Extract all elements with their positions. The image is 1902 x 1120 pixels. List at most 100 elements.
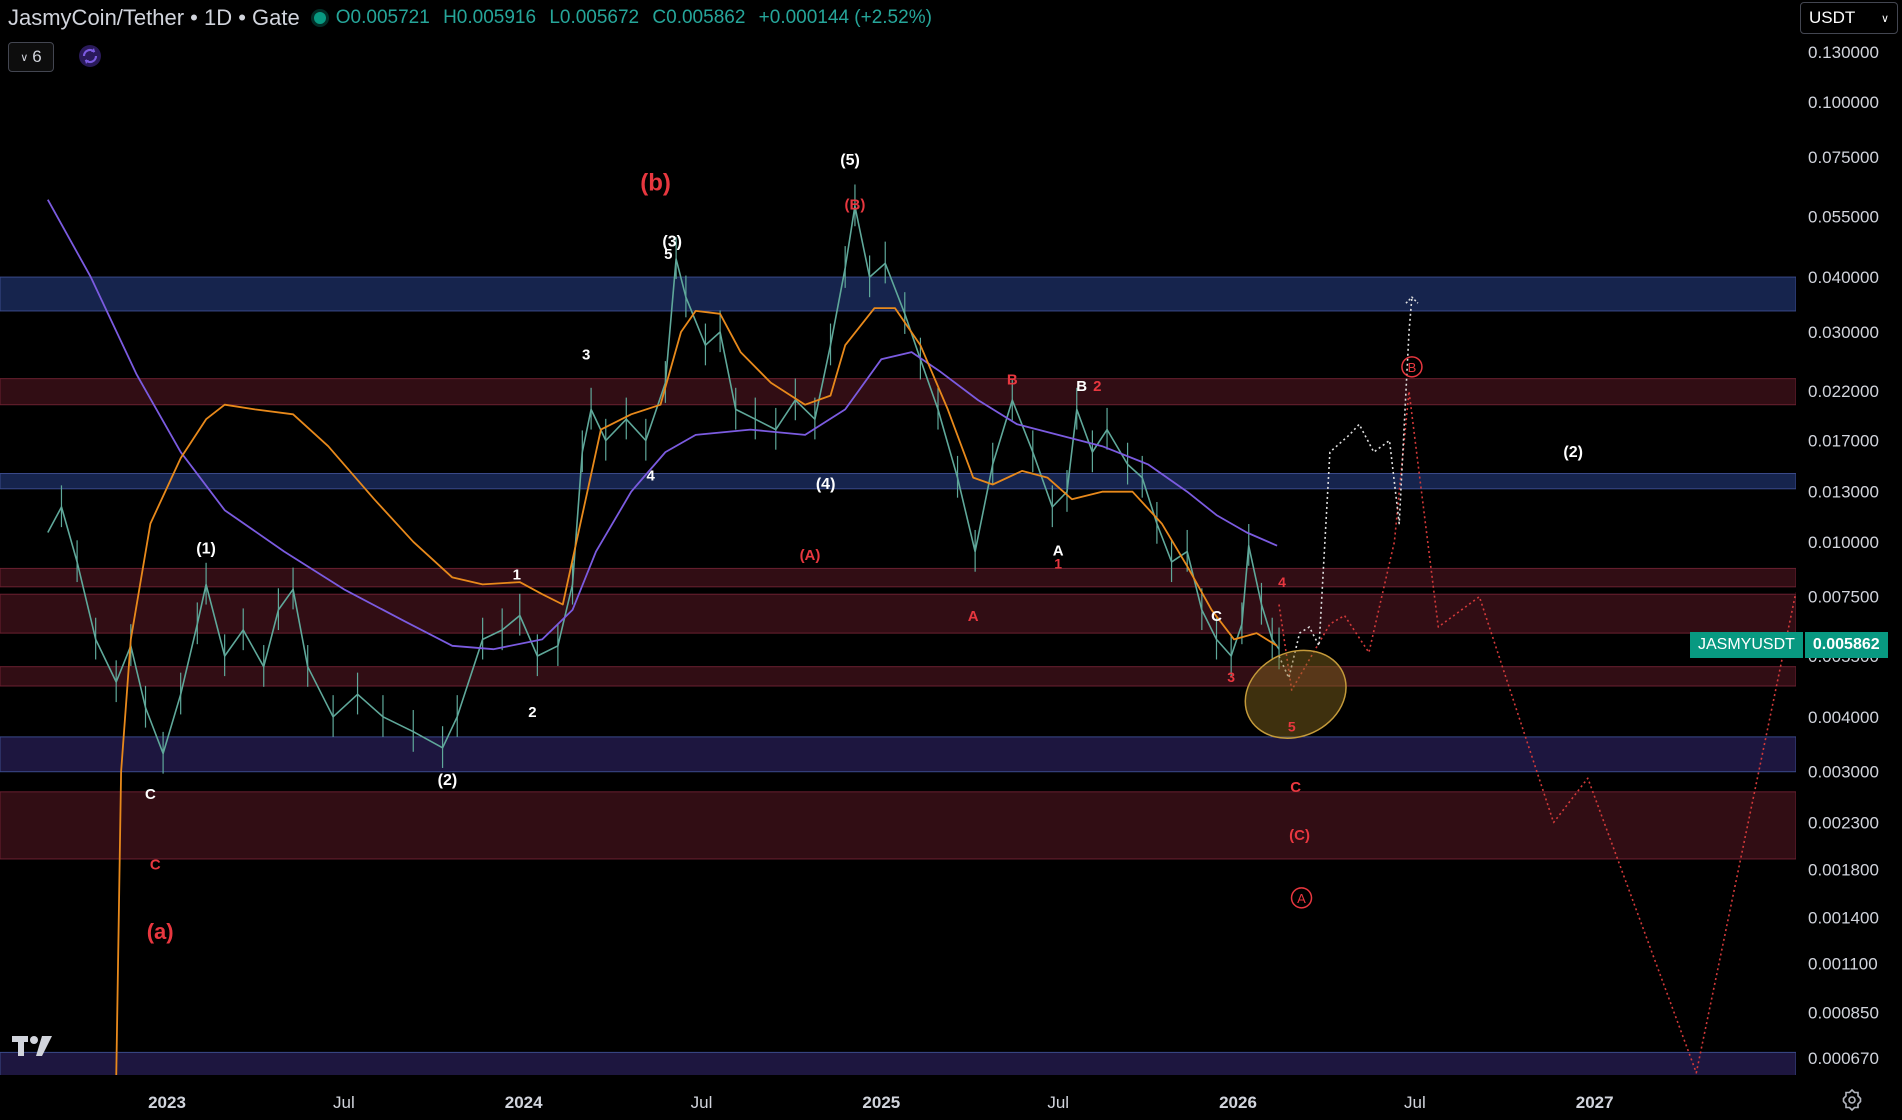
- price-tick-label: 0.000850: [1808, 1004, 1879, 1023]
- wave-label: (4): [816, 476, 836, 493]
- price-tick-label: 0.040000: [1808, 268, 1879, 287]
- chevron-down-icon: ∨: [1880, 12, 1889, 25]
- price-zone: [0, 567, 1797, 588]
- gear-icon[interactable]: [1840, 1088, 1864, 1112]
- wave-label: (C): [1289, 827, 1310, 844]
- currency-label: USDT: [1809, 8, 1856, 27]
- red-projection-path: [1278, 390, 1852, 1074]
- wave-label: (2): [1563, 444, 1583, 461]
- time-tick-label: Jul: [1404, 1093, 1426, 1112]
- price-tick-label: 0.004000: [1808, 708, 1879, 727]
- high-value: H0.005916: [443, 7, 537, 28]
- price-tick-label: 0.001800: [1808, 860, 1879, 879]
- price-zone: [0, 666, 1797, 687]
- wave-label: C: [150, 856, 161, 873]
- tradingview-logo-icon[interactable]: [12, 1034, 60, 1058]
- close-value: C0.005862: [652, 7, 746, 28]
- chevron-down-icon: ∨: [20, 51, 29, 64]
- time-tick-label: 2024: [505, 1093, 543, 1112]
- open-value: O0.005721: [335, 7, 430, 28]
- last-price-tag: JASMYUSDT 0.005862: [1690, 632, 1888, 658]
- last-price-symbol: JASMYUSDT: [1690, 632, 1803, 658]
- fast-moving-average-line: [115, 307, 1278, 1080]
- price-tick-label: 0.002300: [1808, 813, 1879, 832]
- time-tick-label: Jul: [691, 1093, 713, 1112]
- price-zone: [0, 276, 1797, 312]
- wave-label: (a): [147, 919, 174, 944]
- wave-label: 2: [1093, 378, 1101, 395]
- circled-wave-label: A: [1297, 891, 1306, 906]
- price-tick-label: 0.001100: [1808, 954, 1878, 973]
- time-tick-label: 2026: [1219, 1093, 1257, 1112]
- symbol-header: JasmyCoin/Tether • 1D • Gate O0.005721 H…: [8, 4, 940, 32]
- wave-label: A: [968, 608, 979, 625]
- circled-wave-label: B: [1408, 360, 1417, 375]
- time-tick-label: 2023: [148, 1093, 186, 1112]
- sync-icon[interactable]: [78, 44, 102, 68]
- time-tick-label: 2025: [862, 1093, 900, 1112]
- price-zone: [0, 593, 1797, 634]
- support-resistance-zones: [0, 276, 1797, 1087]
- white-projection-path: [1278, 297, 1413, 679]
- price-tick-label: 0.030000: [1808, 323, 1879, 342]
- price-tick-label: 0.007500: [1808, 588, 1879, 607]
- price-zone: [0, 378, 1797, 406]
- wave-label: 5: [1288, 719, 1296, 735]
- wave-label: C: [1211, 608, 1222, 625]
- price-tick-label: 0.003000: [1808, 763, 1879, 782]
- price-tick-label: 0.013000: [1808, 483, 1879, 502]
- price-tick-label: 0.017000: [1808, 431, 1879, 450]
- price-tick-label: 0.130000: [1808, 43, 1879, 62]
- change-value: +0.000144 (+2.52%): [758, 7, 932, 28]
- time-axis-background: [0, 1075, 1796, 1120]
- time-axis: 2023 Jul 2024 Jul 2025 Jul 2026 Jul 2027: [0, 1075, 1796, 1120]
- wave-label: (b): [640, 169, 671, 196]
- price-tick-label: 0.010000: [1808, 533, 1879, 552]
- wave-label: B: [1076, 378, 1087, 395]
- wave-label: 3: [582, 346, 590, 363]
- price-axis-background: [1796, 0, 1902, 1120]
- price-tick-label: 0.100000: [1808, 93, 1879, 112]
- ohlc-values: O0.005721 H0.005916 L0.005672 C0.005862 …: [336, 7, 940, 29]
- low-value: L0.005672: [549, 7, 640, 28]
- time-tick-label: Jul: [1047, 1093, 1069, 1112]
- price-tick-label: 0.000670: [1808, 1049, 1879, 1068]
- price-tick-label: 0.075000: [1808, 148, 1879, 167]
- symbol-title[interactable]: JasmyCoin/Tether • 1D • Gate: [8, 5, 300, 30]
- price-zone: [0, 791, 1797, 860]
- wave-label: 4: [1278, 574, 1286, 590]
- wave-label: 2: [528, 704, 536, 721]
- wave-label: (5): [840, 152, 860, 169]
- wave-label: C: [145, 786, 156, 803]
- target-zone-ellipse: [1244, 649, 1347, 740]
- wave-label: (1): [196, 541, 216, 558]
- wave-label: A: [1053, 543, 1064, 560]
- price-zone: [0, 473, 1797, 490]
- market-status-icon: [313, 12, 326, 24]
- price-zone: [0, 736, 1797, 773]
- circled-wave-marker: [1401, 356, 1423, 378]
- circled-wave-marker: [1290, 887, 1313, 909]
- slow-moving-average-line: [47, 199, 1278, 651]
- wave-label: (3): [662, 233, 682, 250]
- price-tick-label: 0.001400: [1808, 908, 1879, 927]
- wave-label: B: [1007, 371, 1018, 388]
- wave-label: 1: [1054, 555, 1062, 571]
- currency-select[interactable]: USDT ∨: [1800, 2, 1898, 34]
- indicator-count: 6: [32, 47, 42, 66]
- wave-label: 1: [513, 567, 521, 584]
- time-tick-label: 2027: [1576, 1093, 1614, 1112]
- wave-label: 4: [647, 467, 656, 484]
- price-tick-label: 0.022000: [1808, 382, 1879, 401]
- price-tick-label: 0.055000: [1808, 207, 1879, 226]
- time-tick-label: Jul: [333, 1093, 355, 1112]
- indicators-toggle-button[interactable]: ∨ 6: [8, 42, 54, 72]
- last-price-value: 0.005862: [1804, 632, 1888, 658]
- wave-label: (2): [438, 772, 458, 789]
- projection-arrow-head: [1405, 296, 1419, 304]
- wave-label: C: [1290, 779, 1301, 796]
- wave-label: (B): [845, 196, 866, 213]
- wave-label: 5: [664, 246, 672, 263]
- price-axis: 0.130000 0.100000 0.075000 0.055000 0.040000…: [1796, 0, 1902, 1120]
